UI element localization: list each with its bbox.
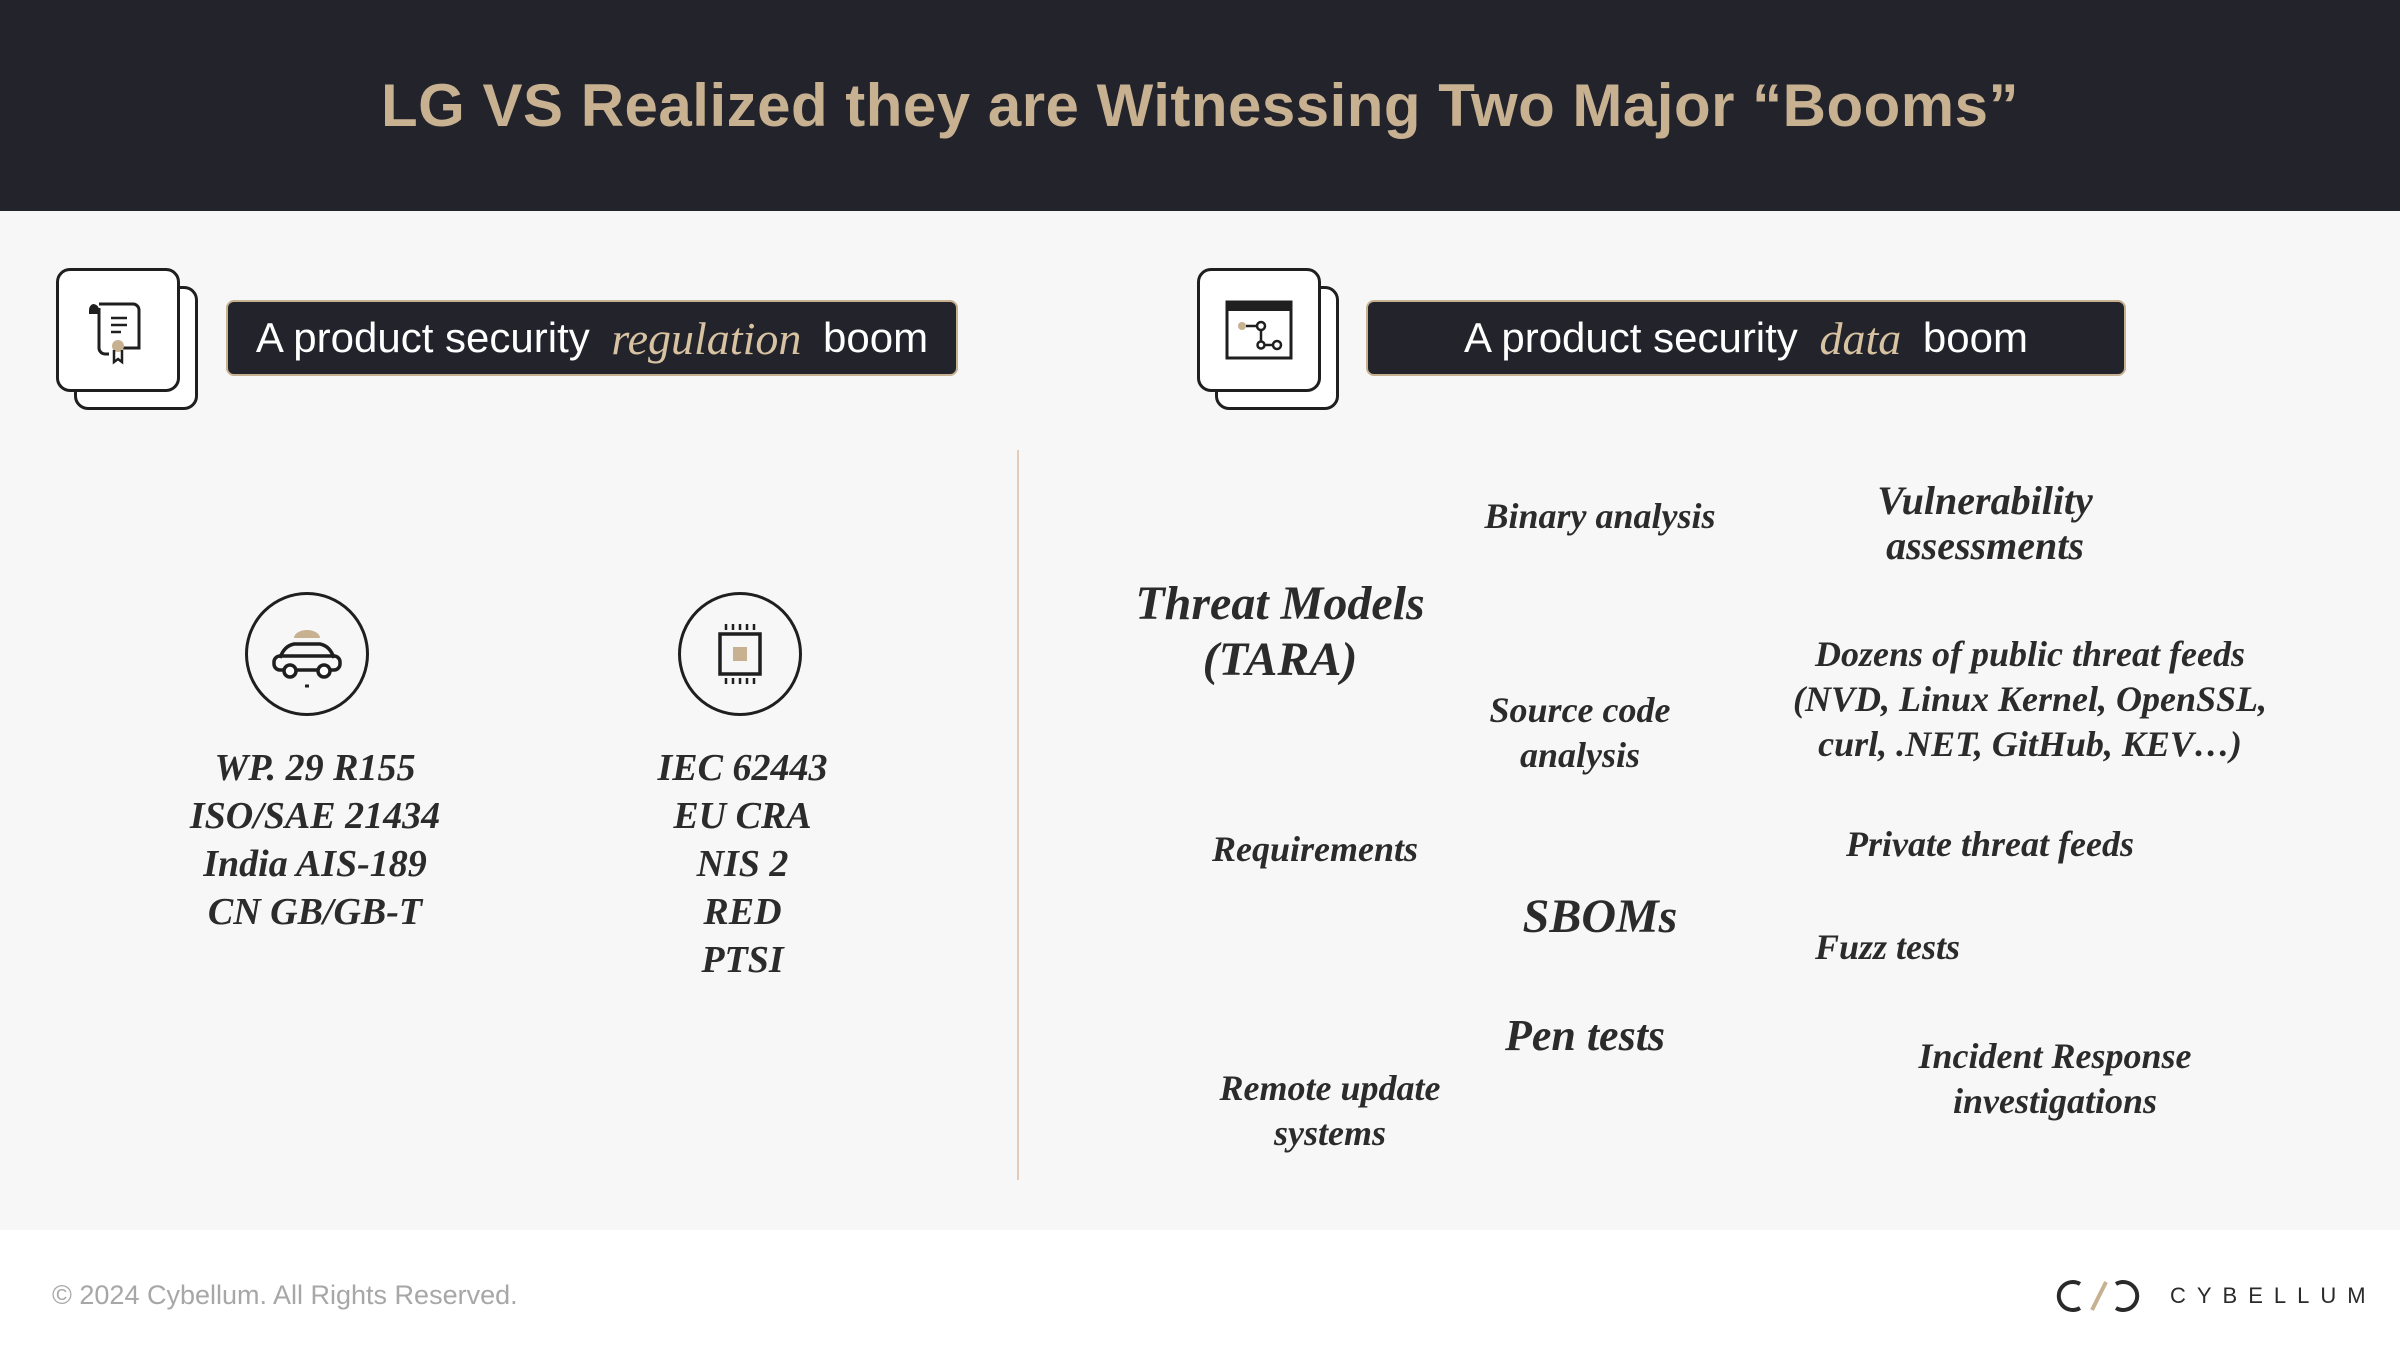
term-remote-update-systems: Remote update systems bbox=[1219, 1068, 1441, 1153]
standard-item: India AIS-189 bbox=[203, 843, 427, 885]
certificate-scroll-icon bbox=[88, 302, 141, 365]
vehicle-icon-circle bbox=[245, 592, 369, 716]
standard-item: NIS 2 bbox=[696, 843, 789, 885]
section-divider bbox=[1017, 450, 1019, 1180]
standard-item: IEC 62443 bbox=[657, 747, 828, 789]
term-requirements: Requirements bbox=[1211, 829, 1418, 869]
standard-item: ISO/SAE 21434 bbox=[189, 795, 441, 837]
cybellum-logo: CYBELLUM bbox=[2050, 1278, 2377, 1314]
term-vulnerability-assessments: Vulnerability assessments bbox=[1877, 478, 2093, 568]
term-sboms: SBOMs bbox=[1522, 890, 1678, 943]
term-fuzz-tests: Fuzz tests bbox=[1814, 927, 1961, 967]
cybellum-mark-icon bbox=[2056, 1280, 2140, 1312]
slide-title: LG VS Realized they are Witnessing Two M… bbox=[381, 72, 2019, 139]
standard-item: RED bbox=[703, 891, 782, 933]
iot-standards-list: IEC 62443 EU CRA NIS 2 RED PTSI bbox=[600, 744, 885, 984]
term-private-threat-feeds: Private threat feeds bbox=[1846, 824, 2134, 864]
pill-text: boom bbox=[1911, 314, 2028, 361]
term-pen-tests: Pen tests bbox=[1504, 1011, 1666, 1060]
chip-icon bbox=[718, 624, 762, 684]
brand-wordmark: CYBELLUM bbox=[2170, 1283, 2377, 1308]
data-boom-pill: A product security data boom bbox=[1366, 300, 2126, 376]
pill-text: A product security bbox=[1463, 314, 1810, 361]
standard-item: CN GB/GB-T bbox=[207, 891, 423, 933]
term-incident-response: Incident Response investigations bbox=[1918, 1036, 2192, 1121]
workflow-window-icon bbox=[1225, 300, 1293, 360]
pill-text: A product security bbox=[255, 314, 602, 361]
title-banner: LG VS Realized they are Witnessing Two M… bbox=[0, 0, 2400, 211]
data-icon-card bbox=[1197, 268, 1343, 414]
pill-text: boom bbox=[811, 314, 929, 361]
term-source-code-analysis: Source code analysis bbox=[1489, 690, 1671, 775]
standard-item: EU CRA bbox=[673, 795, 812, 837]
term-threat-models: Threat Models (TARA) bbox=[1135, 577, 1425, 686]
vehicle-icon bbox=[272, 630, 342, 688]
regulation-icon-card bbox=[56, 268, 202, 414]
copyright-text: © 2024 Cybellum. All Rights Reserved. bbox=[52, 1280, 518, 1310]
term-public-threat-feeds: Dozens of public threat feeds (NVD, Linu… bbox=[1792, 634, 2268, 764]
footer bbox=[0, 1230, 2400, 1350]
pill-emphasis: regulation bbox=[611, 312, 802, 364]
standard-item: PTSI bbox=[701, 939, 784, 981]
term-binary-analysis: Binary analysis bbox=[1484, 496, 1716, 536]
standard-item: WP. 29 R155 bbox=[214, 747, 416, 789]
regulation-boom-pill: A product security regulation boom bbox=[226, 300, 958, 376]
automotive-standards-list: WP. 29 R155 ISO/SAE 21434 India AIS-189 … bbox=[170, 744, 460, 936]
chip-icon-circle bbox=[678, 592, 802, 716]
pill-emphasis: data bbox=[1819, 312, 1902, 364]
